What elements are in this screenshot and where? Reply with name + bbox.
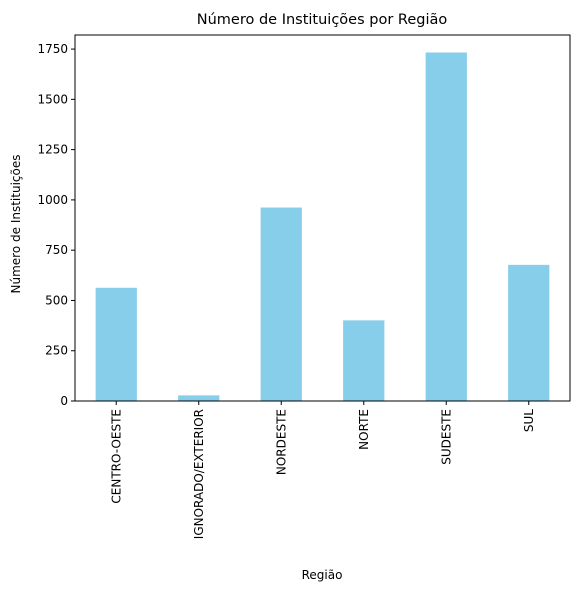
y-tick-label: 1000 — [37, 193, 68, 207]
y-tick-label: 1250 — [37, 143, 68, 157]
bar — [508, 264, 550, 401]
chart-title: Número de Instituições por Região — [197, 12, 448, 28]
bar — [260, 207, 302, 401]
bar — [343, 320, 385, 401]
bar — [425, 52, 467, 401]
x-tick-label: CENTRO-OESTE — [109, 409, 123, 504]
x-tick-label: SUDESTE — [439, 409, 453, 465]
x-tick-label: NORTE — [357, 409, 371, 450]
y-tick-label: 0 — [60, 394, 68, 408]
x-tick-label: NORDESTE — [274, 409, 288, 475]
x-axis-label: Região — [302, 568, 343, 582]
x-axis: CENTRO-OESTE IGNORADO/EXTERIOR NORDESTE NOR… — [109, 401, 536, 539]
bar-series — [95, 52, 550, 401]
x-tick-label: SUL — [522, 409, 536, 432]
y-tick-label: 250 — [45, 344, 68, 358]
x-tick-label: IGNORADO/EXTERIOR — [192, 409, 206, 539]
y-tick-label: 1750 — [37, 42, 68, 56]
bar — [178, 395, 220, 401]
y-tick-label: 1500 — [37, 92, 68, 106]
plot-frame — [74, 34, 571, 402]
y-tick-label: 500 — [45, 293, 68, 307]
y-axis: 0 250 500 750 1000 1250 1500 1750 — [37, 42, 75, 408]
bar — [95, 287, 137, 401]
y-axis-label: Número de Instituições — [9, 155, 23, 294]
y-tick-label: 750 — [45, 243, 68, 257]
